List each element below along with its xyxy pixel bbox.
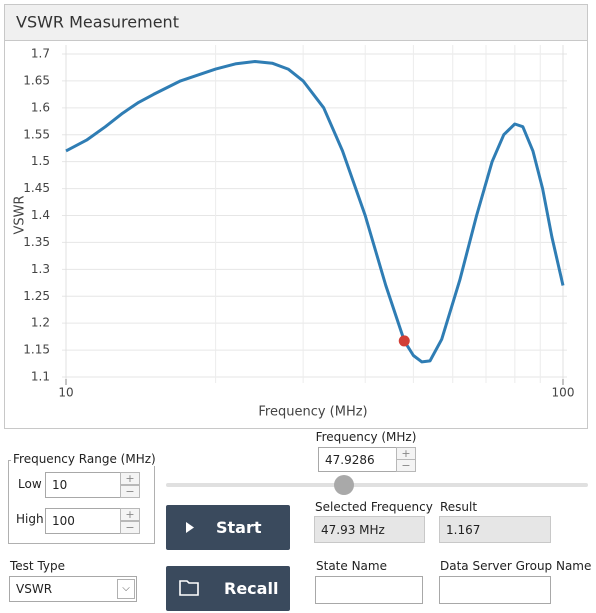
range-label: Frequency Range (MHz) xyxy=(11,452,158,466)
x-axis-label: Frequency (MHz) xyxy=(258,405,367,420)
y-tick-label: 1.2 xyxy=(31,316,50,330)
x-tick-label: 100 xyxy=(552,386,575,400)
y-tick-label: 1.3 xyxy=(31,262,50,276)
y-tick-label: 1.45 xyxy=(23,181,50,195)
slider-knob[interactable] xyxy=(333,475,354,495)
y-tick-label: 1.5 xyxy=(31,154,50,168)
low-label: Low xyxy=(18,477,42,491)
spin-down[interactable]: − xyxy=(396,459,416,472)
result-label: Result xyxy=(440,500,478,514)
selected-frequency-value: 47.93 MHz xyxy=(314,516,425,543)
high-input[interactable]: 100 xyxy=(45,508,121,534)
y-tick-label: 1.6 xyxy=(31,100,50,114)
folder-icon xyxy=(179,580,199,596)
selected-point xyxy=(398,335,410,347)
y-tick-label: 1.25 xyxy=(23,289,50,303)
spin-down[interactable]: − xyxy=(120,485,140,498)
y-tick-label: 1.7 xyxy=(31,47,50,61)
spin-down[interactable]: − xyxy=(120,521,140,534)
y-tick-label: 1.1 xyxy=(31,370,50,384)
recall-button[interactable]: Recall xyxy=(166,566,290,611)
start-text: Start xyxy=(216,518,262,537)
plot-area xyxy=(62,45,567,383)
test-type-select[interactable]: VSWR xyxy=(9,576,137,602)
frequency-input[interactable]: 47.9286 xyxy=(318,447,398,472)
panel-header xyxy=(5,5,587,40)
y-tick-label: 1.4 xyxy=(31,208,50,222)
test-type-label: Test Type xyxy=(10,559,66,573)
low-input[interactable]: 10 xyxy=(45,472,121,498)
data-server-input[interactable] xyxy=(439,576,551,604)
spin-up[interactable]: + xyxy=(396,447,416,460)
high-label: High xyxy=(16,512,44,526)
y-tick-label: 1.15 xyxy=(23,343,50,357)
result-value: 1.167 xyxy=(439,516,551,543)
test-type-value: VSWR xyxy=(16,582,53,596)
play-icon xyxy=(186,522,194,533)
state-name-input[interactable] xyxy=(315,576,423,604)
slider-track[interactable] xyxy=(166,483,588,487)
y-tick-label: 1.65 xyxy=(23,73,50,87)
line-series xyxy=(65,60,565,364)
panel-title: VSWR Measurement xyxy=(16,13,179,32)
start-button[interactable]: Start xyxy=(166,505,290,550)
spin-up[interactable]: + xyxy=(120,472,140,485)
y-axis-label: VSWR xyxy=(13,195,28,234)
frequency-label: Frequency (MHz) xyxy=(315,430,417,444)
selected-frequency-label: Selected Frequency xyxy=(315,500,433,514)
dropdown-arrow[interactable]: ⌵ xyxy=(117,579,135,599)
data-server-label: Data Server Group Name xyxy=(440,559,592,573)
spin-up[interactable]: + xyxy=(120,508,140,521)
y-tick-label: 1.35 xyxy=(23,235,50,249)
state-name-label: State Name xyxy=(316,559,387,573)
x-tick-label: 10 xyxy=(58,386,73,400)
y-tick-label: 1.55 xyxy=(23,127,50,141)
chart: VSWR Measurement Frequency (MHz) VSWR 1.… xyxy=(4,4,588,429)
recall-text: Recall xyxy=(224,579,279,598)
